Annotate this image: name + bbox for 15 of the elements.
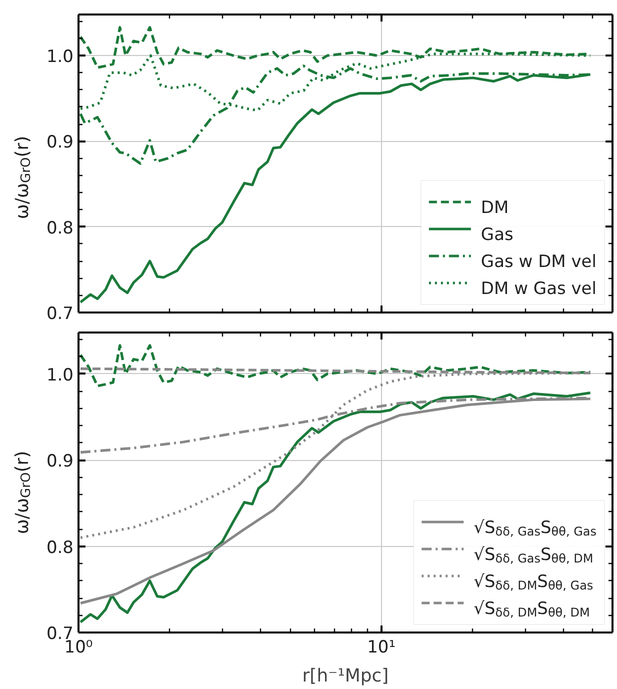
x-axis-title: r[h⁻¹Mpc] bbox=[302, 666, 389, 686]
y-tick-label: 0.9 bbox=[46, 452, 74, 472]
y-axis-title: ω/ωGrO(r) bbox=[12, 450, 34, 534]
legend-label: DM bbox=[480, 198, 509, 218]
y-tick-label: 1.0 bbox=[46, 47, 74, 68]
legend-label: DM w Gas vel bbox=[480, 279, 596, 299]
legend-label: Gas bbox=[480, 225, 514, 245]
y-axis-title: ω/ωGrO(r) bbox=[12, 136, 34, 220]
legend-label: Gas w DM vel bbox=[480, 252, 596, 272]
y-tick-label: 1.0 bbox=[46, 365, 74, 386]
y-tick-label: 0.8 bbox=[46, 218, 74, 238]
y-tick-label: 0.7 bbox=[46, 304, 74, 324]
y-tick-label: 0.9 bbox=[46, 132, 74, 153]
y-tick-label: 0.8 bbox=[46, 538, 74, 558]
x-tick-label: 10¹ bbox=[367, 638, 396, 658]
